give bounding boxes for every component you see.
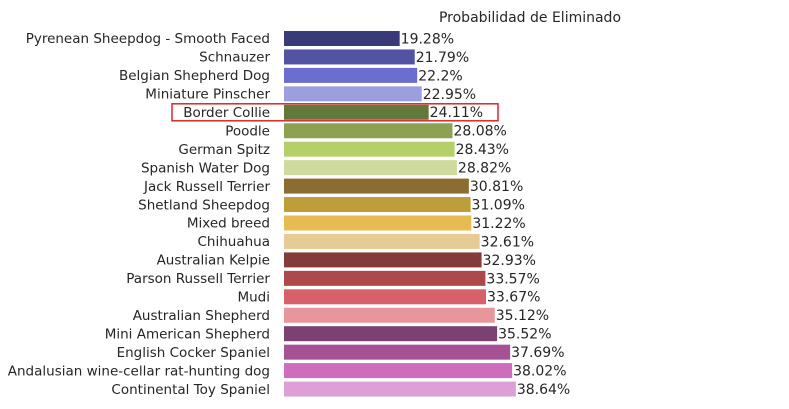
value-label-spanish-water-dog: 28.82%	[458, 161, 511, 177]
value-label-belgian-shepherd-dog: 22.2%	[418, 68, 462, 84]
category-label-german-spitz: German Spitz	[178, 142, 270, 158]
value-label-parson-russell-terrier: 33.57%	[486, 271, 539, 287]
category-label-continental-toy-spaniel: Continental Toy Spaniel	[111, 382, 270, 398]
bar-parson-russell-terrier	[284, 270, 486, 286]
category-label-parson-russell-terrier: Parson Russell Terrier	[126, 271, 270, 287]
bar-spanish-water-dog	[284, 160, 457, 176]
category-label-pyrenean-sheepdog-smooth-faced: Pyrenean Sheepdog - Smooth Faced	[26, 31, 270, 47]
bar-poodle	[284, 123, 453, 139]
bar-chihuahua	[284, 233, 480, 249]
bar-mixed-breed	[284, 215, 472, 231]
value-label-jack-russell-terrier: 30.81%	[470, 179, 523, 195]
value-label-schnauzer: 21.79%	[416, 50, 469, 66]
value-label-mudi: 33.67%	[487, 290, 540, 306]
value-label-chihuahua: 32.61%	[481, 234, 534, 250]
bar-pyrenean-sheepdog-smooth-faced	[284, 31, 400, 46]
value-label-australian-kelpie: 32.93%	[483, 253, 536, 269]
category-labels: Pyrenean Sheepdog - Smooth Faced Schnauze…	[8, 31, 271, 398]
category-label-jack-russell-terrier: Jack Russell Terrier	[143, 179, 270, 195]
category-label-mixed-breed: Mixed breed	[187, 216, 270, 232]
category-label-andalusian-wine-cellar-rat-hunting-dog: Andalusian wine-cellar rat-hunting dog	[8, 363, 270, 379]
bar-belgian-shepherd-dog	[284, 67, 418, 83]
bar-australian-shepherd	[284, 307, 495, 323]
category-label-shetland-sheepdog: Shetland Sheepdog	[138, 197, 270, 213]
category-label-australian-shepherd: Australian Shepherd	[133, 308, 270, 324]
category-label-belgian-shepherd-dog: Belgian Shepherd Dog	[119, 68, 270, 84]
bar-miniature-pinscher	[284, 86, 422, 102]
value-label-continental-toy-spaniel: 38.64%	[517, 382, 570, 398]
value-label-poodle: 28.08%	[453, 124, 506, 140]
category-label-poodle: Poodle	[225, 123, 270, 139]
highlights	[171, 103, 499, 122]
bar-schnauzer	[284, 49, 415, 65]
value-label-mixed-breed: 31.22%	[472, 216, 525, 232]
bar-mudi	[284, 289, 487, 305]
category-label-chihuahua: Chihuahua	[197, 234, 270, 250]
category-label-australian-kelpie: Australian Kelpie	[157, 253, 270, 269]
bar-shetland-sheepdog	[284, 197, 471, 213]
value-labels: 19.28% 21.79% 22.2% 22.95% 24.11% 28.08% 28.43…	[401, 31, 571, 398]
bar-australian-kelpie	[284, 252, 482, 268]
value-label-mini-american-shepherd: 35.52%	[498, 327, 551, 343]
value-label-pyrenean-sheepdog-smooth-faced: 19.28%	[401, 31, 454, 47]
category-label-schnauzer: Schnauzer	[199, 50, 270, 66]
bar-andalusian-wine-cellar-rat-hunting-dog	[284, 363, 513, 379]
category-label-miniature-pinscher: Miniature Pinscher	[145, 87, 270, 103]
bar-continental-toy-spaniel	[284, 381, 516, 397]
category-label-mudi: Mudi	[237, 290, 270, 306]
bar-german-spitz	[284, 141, 455, 157]
bars	[284, 31, 516, 397]
value-label-english-cocker-spaniel: 37.69%	[511, 345, 564, 361]
bar-border-collie	[284, 104, 429, 120]
value-label-australian-shepherd: 35.12%	[496, 308, 549, 324]
value-label-german-spitz: 28.43%	[456, 142, 509, 158]
category-label-english-cocker-spaniel: English Cocker Spaniel	[117, 345, 270, 361]
category-label-mini-american-shepherd: Mini American Shepherd	[105, 326, 270, 342]
bar-english-cocker-spaniel	[284, 344, 511, 360]
highlight-box-border-collie	[171, 103, 499, 122]
bar-jack-russell-terrier	[284, 178, 469, 194]
category-label-border-collie: Border Collie	[183, 105, 270, 121]
chart-title: Probabilidad de Eliminado	[439, 10, 621, 26]
value-label-shetland-sheepdog: 31.09%	[472, 197, 525, 213]
bar-mini-american-shepherd	[284, 326, 498, 342]
value-label-border-collie: 24.11%	[430, 105, 483, 121]
value-label-andalusian-wine-cellar-rat-hunting-dog: 38.02%	[513, 364, 566, 380]
category-label-spanish-water-dog: Spanish Water Dog	[141, 160, 270, 176]
value-label-miniature-pinscher: 22.95%	[423, 87, 476, 103]
